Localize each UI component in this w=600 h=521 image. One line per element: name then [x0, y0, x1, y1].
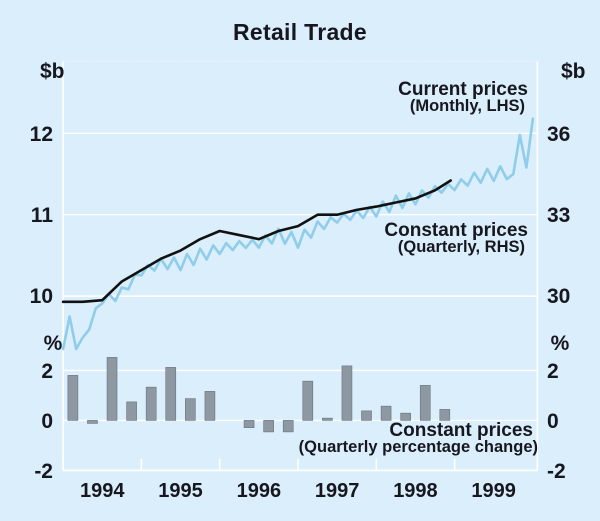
svg-text:$b: $b [40, 60, 65, 83]
svg-text:%: % [44, 332, 63, 355]
svg-text:36: 36 [547, 123, 570, 146]
svg-text:1997: 1997 [315, 480, 360, 502]
svg-text:0: 0 [41, 410, 53, 433]
svg-text:12: 12 [30, 123, 53, 146]
svg-text:%: % [551, 332, 570, 355]
svg-text:(Quarterly percentage change): (Quarterly percentage change) [299, 438, 538, 456]
svg-text:30: 30 [547, 285, 570, 308]
svg-text:(Quarterly, RHS): (Quarterly, RHS) [398, 238, 525, 256]
svg-text:2: 2 [41, 360, 53, 383]
svg-text:$b: $b [561, 60, 586, 83]
svg-text:33: 33 [547, 204, 570, 227]
svg-text:10: 10 [30, 285, 53, 308]
svg-text:(Monthly, LHS): (Monthly, LHS) [410, 97, 525, 115]
svg-text:1994: 1994 [80, 480, 125, 502]
svg-text:-2: -2 [547, 460, 566, 483]
svg-text:1999: 1999 [471, 480, 516, 502]
svg-text:-2: -2 [34, 460, 53, 483]
svg-text:1996: 1996 [237, 480, 282, 502]
svg-text:2: 2 [547, 360, 559, 383]
svg-text:1998: 1998 [393, 480, 438, 502]
svg-text:0: 0 [547, 410, 559, 433]
svg-text:11: 11 [31, 204, 54, 227]
svg-text:1995: 1995 [158, 480, 203, 502]
